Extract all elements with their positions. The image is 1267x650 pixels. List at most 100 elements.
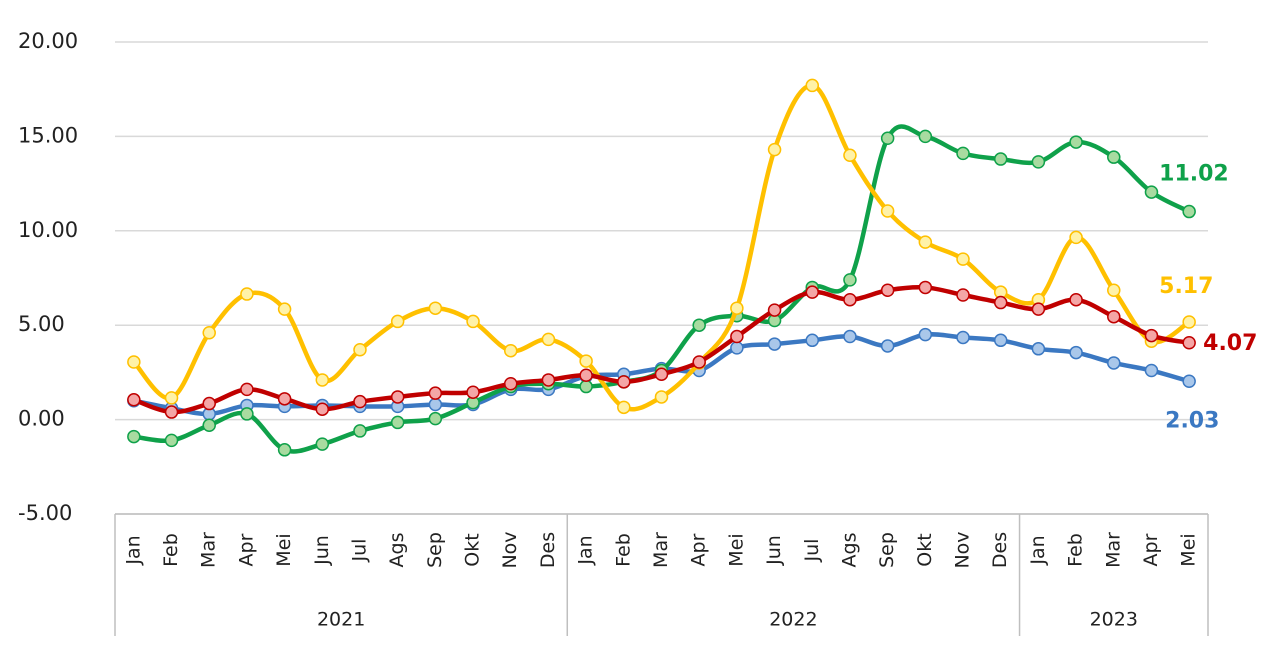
- point: [880, 131, 895, 146]
- point: [993, 333, 1008, 348]
- point: [240, 287, 254, 301]
- y-tick-label: 15.00: [18, 123, 78, 147]
- x-tick-label: Jan: [122, 535, 144, 565]
- point: [880, 204, 895, 218]
- point: [767, 303, 782, 317]
- point: [390, 415, 405, 430]
- point: [1069, 135, 1083, 149]
- x-tick-label: Jan: [1027, 535, 1049, 565]
- x-tick-label: Jun: [763, 535, 785, 566]
- point: [617, 375, 631, 389]
- point: [541, 373, 556, 387]
- point: [767, 337, 782, 351]
- x-tick-label: Nov: [952, 531, 974, 568]
- point: [579, 368, 593, 382]
- point: [1144, 185, 1159, 199]
- point: [277, 443, 292, 457]
- point: [428, 411, 443, 426]
- point: [880, 339, 895, 353]
- x-tick-label: Jun: [311, 535, 333, 566]
- x-tick-label: Mar: [1102, 532, 1124, 568]
- point: [692, 318, 706, 332]
- point: [127, 355, 141, 369]
- x-tick-label: Feb: [612, 533, 634, 567]
- point: [503, 376, 518, 391]
- end-label: 2.03: [1165, 408, 1219, 433]
- point: [466, 314, 480, 329]
- point: [918, 280, 933, 295]
- y-tick-label: 20.00: [18, 29, 78, 53]
- point: [805, 285, 820, 299]
- point: [918, 327, 933, 342]
- point: [541, 332, 556, 347]
- y-tick-label: 10.00: [18, 218, 78, 242]
- point: [315, 402, 330, 416]
- point: [1069, 230, 1083, 245]
- point: [654, 367, 669, 382]
- point: [202, 396, 216, 411]
- x-tick-label: Mei: [273, 533, 295, 566]
- x-tick-label: Mei: [1178, 533, 1200, 566]
- point: [390, 314, 405, 329]
- point: [918, 235, 933, 249]
- point: [1107, 309, 1121, 324]
- x-tick-label: Jul: [801, 539, 823, 563]
- point: [843, 273, 857, 287]
- y-tick-label: 0.00: [18, 407, 65, 431]
- end-label: 4.07: [1203, 331, 1257, 356]
- point: [1031, 342, 1046, 356]
- x-tick-label: Ags: [838, 533, 860, 568]
- x-tick-label: Nov: [499, 531, 521, 568]
- point: [277, 392, 292, 406]
- x-tick-label: Apr: [688, 533, 710, 566]
- x-tick-label: Feb: [160, 533, 182, 567]
- point: [1144, 363, 1159, 378]
- point: [353, 424, 367, 438]
- point: [240, 407, 254, 421]
- x-tick-label: Mei: [725, 533, 747, 566]
- end-label: 11.02: [1159, 162, 1229, 187]
- x-tick-label: Sep: [876, 532, 898, 568]
- point: [466, 385, 480, 399]
- group-label: 2021: [317, 609, 365, 631]
- x-tick-label: Ags: [386, 533, 408, 568]
- point: [390, 390, 405, 404]
- point: [805, 78, 820, 93]
- point: [1107, 356, 1121, 370]
- point: [1107, 150, 1121, 164]
- point: [1182, 336, 1196, 350]
- point: [315, 373, 330, 387]
- point: [127, 393, 141, 407]
- x-tick-label: Mar: [650, 532, 672, 568]
- x-tick-label: Apr: [235, 533, 257, 566]
- point: [428, 301, 443, 315]
- point: [240, 382, 254, 397]
- point: [353, 342, 367, 357]
- x-tick-label: Jul: [348, 539, 370, 563]
- point: [1107, 283, 1121, 298]
- point: [315, 437, 330, 451]
- point: [202, 418, 216, 433]
- x-tick-label: Apr: [1140, 533, 1162, 566]
- x-tick-label: Jan: [575, 535, 597, 565]
- x-tick-label: Mar: [198, 532, 220, 568]
- x-tick-label: Okt: [914, 533, 936, 566]
- y-tick-label: -5.00: [18, 501, 72, 525]
- point: [579, 379, 593, 394]
- point: [164, 405, 179, 419]
- point: [164, 391, 179, 405]
- point: [956, 330, 970, 345]
- x-tick-label: Sep: [424, 532, 446, 568]
- point: [1031, 155, 1046, 169]
- point: [918, 129, 933, 144]
- point: [1144, 328, 1159, 343]
- point: [880, 283, 895, 298]
- point: [730, 329, 744, 344]
- point: [692, 355, 706, 369]
- point: [1182, 204, 1196, 219]
- point: [993, 295, 1008, 310]
- x-tick-label: Des: [989, 532, 1011, 568]
- point: [805, 333, 820, 348]
